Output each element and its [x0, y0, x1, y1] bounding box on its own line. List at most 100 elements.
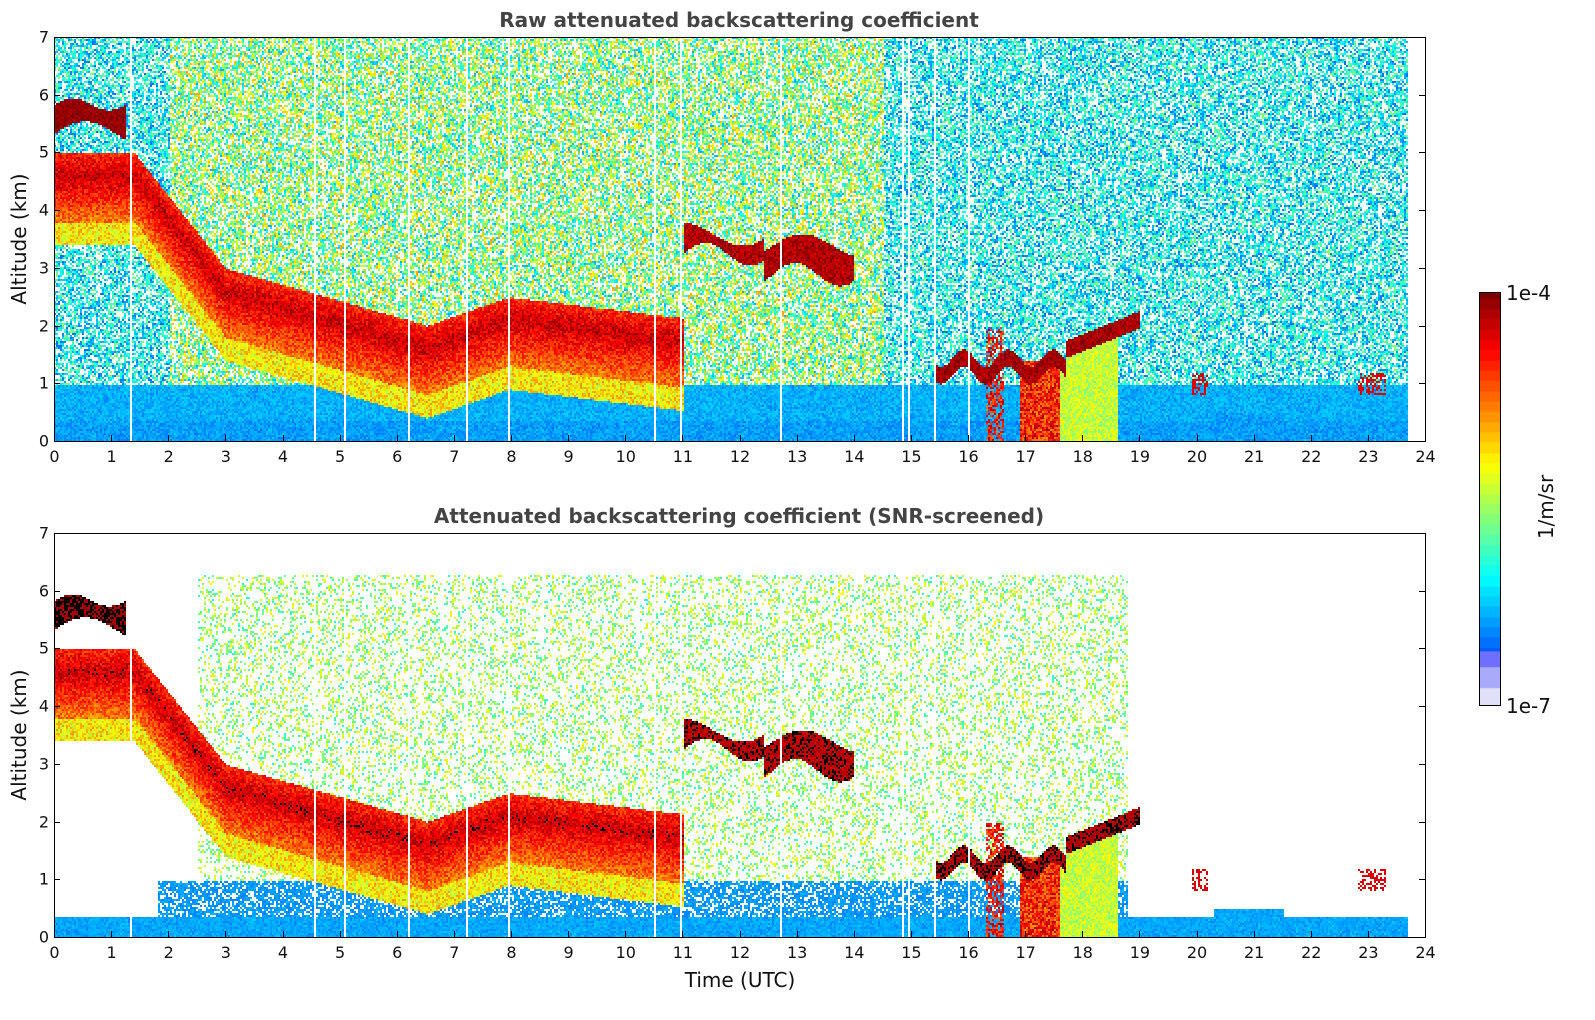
- x-tick-label: 4: [277, 943, 289, 962]
- bottom-panel-title: Attenuated backscattering coefficient (S…: [433, 504, 1045, 528]
- x-tick-label: 11: [672, 943, 694, 962]
- x-tick-label: 17: [1015, 447, 1036, 466]
- x-tick: [111, 435, 113, 441]
- y-tick: [54, 937, 60, 938]
- y-tick: [54, 94, 60, 96]
- x-tick: [568, 931, 570, 937]
- x-tick: [739, 931, 741, 937]
- x-tick: [511, 931, 512, 937]
- x-tick: [1082, 931, 1084, 937]
- x-tick: [453, 931, 455, 937]
- y-tick-label: 3: [38, 754, 49, 774]
- x-tick: [853, 931, 855, 937]
- x-tick: [1367, 435, 1369, 441]
- y-tick: [1419, 533, 1425, 534]
- x-tick-label: 13: [786, 943, 808, 962]
- x-tick: [625, 435, 627, 441]
- y-tick: [54, 383, 60, 385]
- y-tick: [1419, 210, 1425, 212]
- x-tick: [910, 931, 912, 937]
- x-tick-label: 5: [335, 447, 346, 466]
- x-tick-label: 15: [901, 447, 922, 466]
- y-tick: [1419, 763, 1425, 765]
- y-tick-label: 1: [38, 869, 49, 889]
- x-tick: [682, 931, 684, 937]
- x-tick-label: 20: [1186, 943, 1208, 962]
- y-tick: [1419, 325, 1425, 327]
- x-tick-label: 1: [106, 943, 117, 962]
- x-tick-label: 9: [563, 943, 574, 962]
- x-tick-label: 3: [220, 943, 231, 962]
- x-tick-label: 1: [106, 447, 117, 466]
- x-tick-label: 6: [392, 943, 403, 962]
- x-tick-label: 19: [1129, 447, 1151, 466]
- y-tick-label: 3: [38, 258, 49, 278]
- x-tick: [568, 435, 570, 441]
- x-tick-label: 18: [1072, 447, 1093, 466]
- x-tick: [453, 435, 455, 441]
- bottom-y-axis-label: Altitude (km): [7, 669, 31, 801]
- y-tick: [54, 533, 60, 534]
- x-tick: [853, 435, 855, 441]
- y-tick: [1419, 879, 1425, 881]
- y-tick: [54, 325, 60, 327]
- x-tick: [796, 435, 798, 441]
- x-tick-label: 8: [506, 943, 517, 962]
- x-tick: [1253, 435, 1255, 441]
- x-tick: [1367, 931, 1369, 937]
- x-tick: [1139, 435, 1141, 441]
- x-tick-label: 4: [277, 447, 289, 466]
- x-tick: [968, 931, 969, 937]
- x-tick: [1196, 931, 1198, 937]
- x-tick: [339, 931, 341, 937]
- x-tick: [282, 931, 284, 937]
- y-tick: [1419, 821, 1425, 823]
- y-tick: [1419, 648, 1425, 650]
- x-tick: [225, 931, 227, 937]
- colorbar: [1479, 292, 1501, 706]
- top-panel-title: Raw attenuated backscattering coefficien…: [499, 8, 979, 32]
- y-tick: [1419, 590, 1425, 592]
- y-tick-label: 2: [38, 812, 49, 832]
- colorbar-unit-label: 1/m/sr: [1534, 474, 1558, 540]
- top-heatmap: [54, 37, 1425, 441]
- x-tick-label: 19: [1129, 943, 1151, 962]
- y-tick: [1419, 267, 1425, 269]
- x-tick-label: 12: [729, 447, 751, 466]
- x-tick-label: 16: [958, 943, 979, 962]
- x-tick-label: 5: [335, 943, 346, 962]
- x-axis-label: Time (UTC): [684, 968, 796, 992]
- x-tick-label: 0: [49, 447, 60, 466]
- x-tick-label: 17: [1015, 943, 1036, 962]
- colorbar-min-label: 1e-7: [1506, 694, 1551, 718]
- x-tick-label: 23: [1358, 943, 1379, 962]
- y-tick-label: 1: [38, 373, 49, 393]
- y-tick: [54, 210, 60, 212]
- x-tick: [225, 435, 227, 441]
- x-tick-label: 24: [1415, 943, 1436, 962]
- x-tick: [54, 931, 55, 937]
- y-tick: [54, 821, 60, 823]
- x-tick: [1253, 931, 1255, 937]
- y-tick: [1419, 441, 1425, 442]
- x-tick: [1425, 435, 1426, 441]
- y-tick-label: 4: [38, 696, 49, 716]
- x-tick: [796, 931, 798, 937]
- x-tick-label: 3: [220, 447, 231, 466]
- x-tick-label: 6: [392, 447, 403, 466]
- x-tick-label: 14: [844, 447, 865, 466]
- x-tick-label: 21: [1243, 943, 1265, 962]
- x-tick-label: 22: [1301, 943, 1322, 962]
- y-tick: [54, 590, 60, 592]
- y-tick: [54, 441, 60, 442]
- x-tick-label: 10: [615, 447, 636, 466]
- y-tick-label: 2: [38, 316, 49, 336]
- x-tick: [1025, 931, 1027, 937]
- y-tick: [1419, 37, 1425, 38]
- y-tick-label: 7: [38, 523, 49, 543]
- x-tick: [910, 435, 912, 441]
- y-tick: [1419, 94, 1425, 96]
- x-tick: [625, 931, 627, 937]
- y-tick: [1419, 937, 1425, 938]
- x-tick: [396, 931, 398, 937]
